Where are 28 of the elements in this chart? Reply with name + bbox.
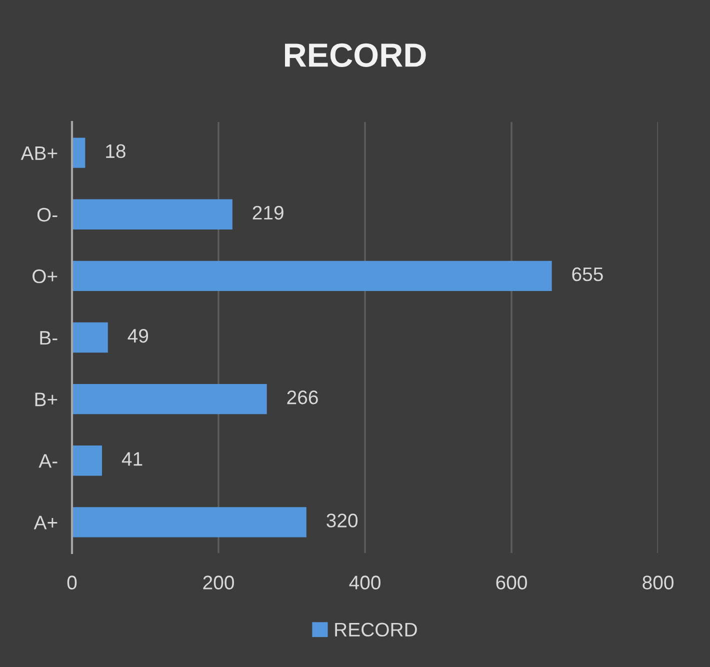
y-tick-label: O- [37,208,58,222]
bar [72,138,86,168]
y-tick-label: B- [40,331,58,345]
x-tick-label: 800 [642,576,674,590]
y-tick-label: A- [38,454,58,468]
x-tick-label: 0 [67,576,77,590]
data-label: 49 [128,328,148,343]
bar [72,446,102,476]
chart-title: RECORD [285,43,426,67]
data-label: 655 [572,267,603,282]
bar [72,384,267,414]
data-label: 219 [252,206,284,220]
legend-label: RECORD [335,622,417,637]
y-tick-label: O+ [32,269,58,284]
data-label: 320 [326,514,358,528]
bar [72,322,108,353]
y-tick-label: A+ [34,516,58,530]
data-label: 18 [106,144,126,158]
x-tick-label: 400 [349,576,380,590]
bar [72,260,552,292]
x-tick-label: 200 [203,576,234,590]
y-tick-label: AB+ [20,146,58,160]
x-tick-label: 600 [496,576,527,590]
y-tick-label: B+ [35,392,58,406]
bar [72,199,232,230]
data-label: 266 [287,390,318,404]
bar [72,507,306,538]
data-label: 41 [122,452,142,466]
